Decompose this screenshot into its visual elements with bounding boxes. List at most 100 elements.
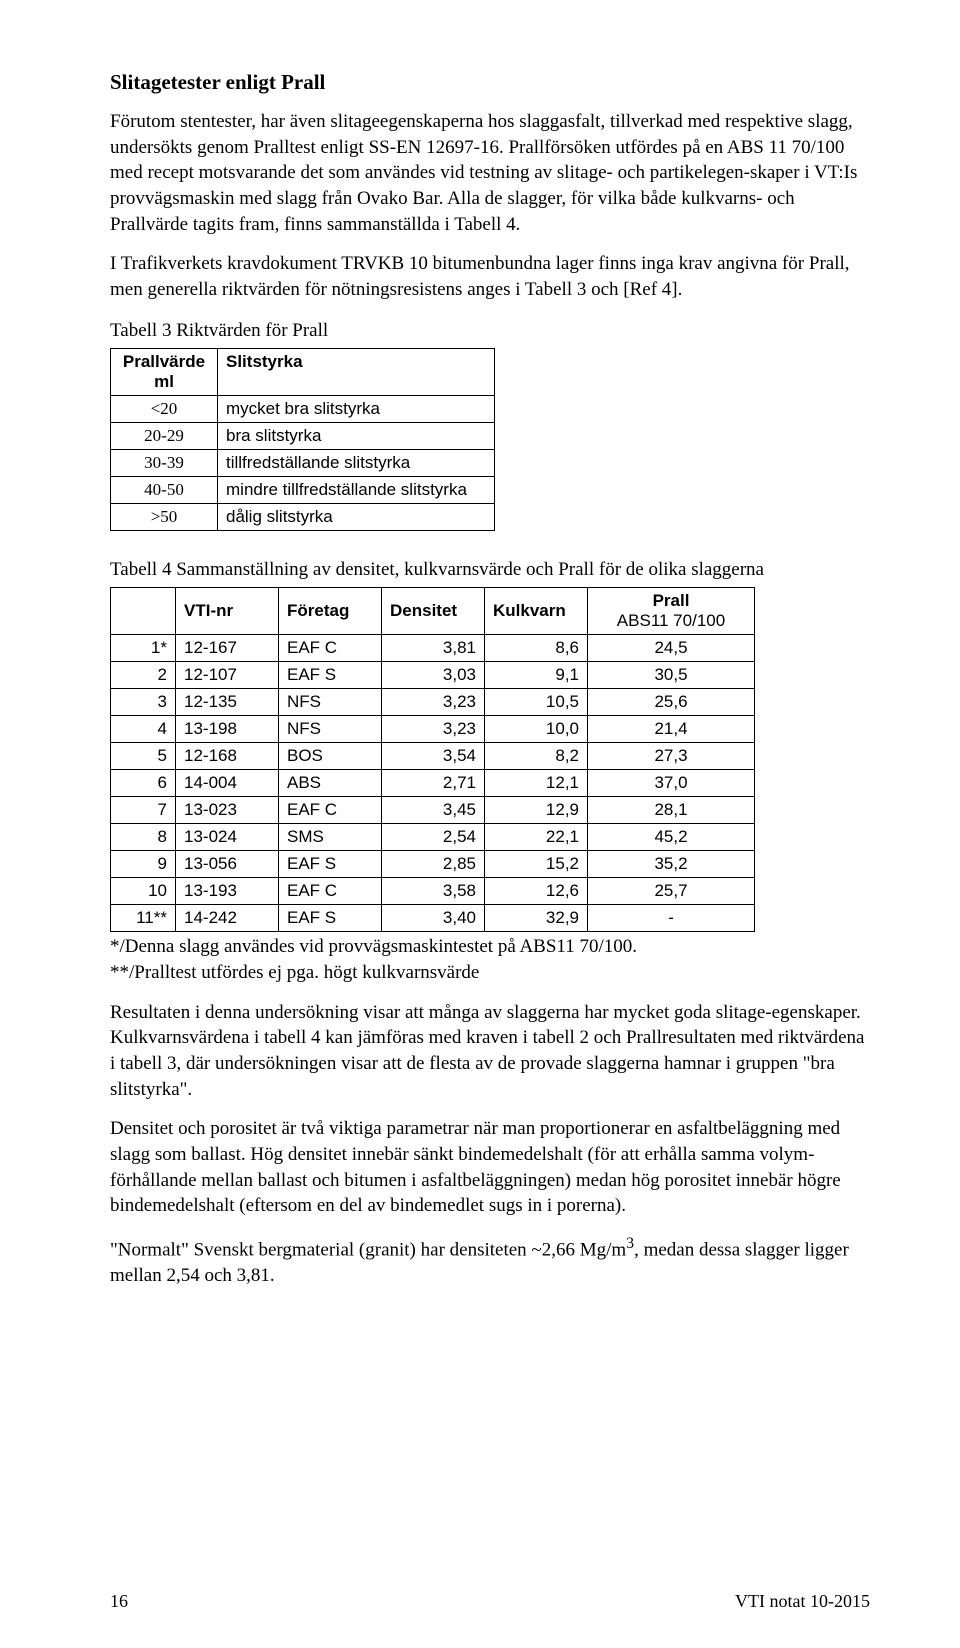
table-row: 7 13-023 EAF C 3,45 12,9 28,1 — [111, 797, 755, 824]
t4-idx: 11** — [111, 905, 176, 932]
page-number: 16 — [110, 1591, 128, 1612]
table-row: 5 12-168 BOS 3,54 8,2 27,3 — [111, 743, 755, 770]
t4-company: NFS — [279, 689, 382, 716]
t4-vti: 13-056 — [176, 851, 279, 878]
table4-head-blank — [111, 588, 176, 635]
t4-idx: 1* — [111, 635, 176, 662]
t4-vti: 12-107 — [176, 662, 279, 689]
t4-prall: 21,4 — [588, 716, 755, 743]
table4-head-company: Företag — [279, 588, 382, 635]
table4-head-prall: Prall ABS11 70/100 — [588, 588, 755, 635]
table4-head-density: Densitet — [382, 588, 485, 635]
t4-company: BOS — [279, 743, 382, 770]
para5-prefix: "Normalt" Svenskt bergmaterial (granit) … — [110, 1239, 626, 1260]
t4-density: 2,54 — [382, 824, 485, 851]
table-row: 2 12-107 EAF S 3,03 9,1 30,5 — [111, 662, 755, 689]
t4-prall: 35,2 — [588, 851, 755, 878]
t4-kulkvarn: 15,2 — [485, 851, 588, 878]
section-title: Slitagetester enligt Prall — [110, 70, 870, 95]
t4-company: EAF S — [279, 905, 382, 932]
table3-val: <20 — [111, 396, 218, 423]
table-row: 10 13-193 EAF C 3,58 12,6 25,7 — [111, 878, 755, 905]
t4-prall: 28,1 — [588, 797, 755, 824]
t4-idx: 8 — [111, 824, 176, 851]
t4-kulkvarn: 22,1 — [485, 824, 588, 851]
doc-id: VTI notat 10-2015 — [735, 1591, 870, 1612]
table3-head-prallvarde-l2: ml — [154, 372, 174, 391]
table4-head-vti: VTI-nr — [176, 588, 279, 635]
t4-prall: 37,0 — [588, 770, 755, 797]
t4-density: 2,85 — [382, 851, 485, 878]
t4-company: EAF C — [279, 635, 382, 662]
t4-density: 3,23 — [382, 716, 485, 743]
t4-prall: 27,3 — [588, 743, 755, 770]
table-row: 30-39 tillfredställande slitstyrka — [111, 450, 495, 477]
table3-head-slitstyrka: Slitstyrka — [218, 349, 495, 396]
t4-kulkvarn: 32,9 — [485, 905, 588, 932]
t4-kulkvarn: 10,0 — [485, 716, 588, 743]
table-row: 6 14-004 ABS 2,71 12,1 37,0 — [111, 770, 755, 797]
table-row: 20-29 bra slitstyrka — [111, 423, 495, 450]
t4-vti: 13-198 — [176, 716, 279, 743]
t4-company: ABS — [279, 770, 382, 797]
t4-vti: 14-004 — [176, 770, 279, 797]
table4-caption: Tabell 4 Sammanställning av densitet, ku… — [110, 559, 870, 581]
t4-vti: 13-193 — [176, 878, 279, 905]
t4-vti: 14-242 — [176, 905, 279, 932]
t4-kulkvarn: 8,6 — [485, 635, 588, 662]
paragraph-1: Förutom stentester, har även slitageegen… — [110, 109, 870, 237]
t4-vti: 12-168 — [176, 743, 279, 770]
page: Slitagetester enligt Prall Förutom stent… — [0, 0, 960, 1648]
t4-company: EAF S — [279, 851, 382, 878]
t4-density: 3,58 — [382, 878, 485, 905]
t4-density: 3,23 — [382, 689, 485, 716]
t4-vti: 13-024 — [176, 824, 279, 851]
table4-head-prall-l2: ABS11 70/100 — [617, 611, 725, 630]
paragraph-5: "Normalt" Svenskt bergmaterial (granit) … — [110, 1233, 870, 1289]
table3-header-row: Prallvärde ml Slitstyrka — [111, 349, 495, 396]
t4-kulkvarn: 9,1 — [485, 662, 588, 689]
table4-footnote-2: **/Pralltest utfördes ej pga. högt kulkv… — [110, 960, 870, 986]
paragraph-2: I Trafikverkets kravdokument TRVKB 10 bi… — [110, 251, 870, 302]
table3-label: mindre tillfredställande slitstyrka — [218, 477, 495, 504]
table3-val: 30-39 — [111, 450, 218, 477]
t4-density: 3,81 — [382, 635, 485, 662]
table-row: 8 13-024 SMS 2,54 22,1 45,2 — [111, 824, 755, 851]
table4-header-row: VTI-nr Företag Densitet Kulkvarn Prall A… — [111, 588, 755, 635]
t4-company: EAF S — [279, 662, 382, 689]
t4-kulkvarn: 12,9 — [485, 797, 588, 824]
t4-prall: 45,2 — [588, 824, 755, 851]
table3-label: dålig slitstyrka — [218, 504, 495, 531]
table3: Prallvärde ml Slitstyrka <20 mycket bra … — [110, 348, 495, 531]
t4-density: 3,03 — [382, 662, 485, 689]
paragraph-3: Resultaten i denna undersökning visar at… — [110, 1000, 870, 1103]
table-row: 3 12-135 NFS 3,23 10,5 25,6 — [111, 689, 755, 716]
t4-kulkvarn: 12,1 — [485, 770, 588, 797]
table-row: 11** 14-242 EAF S 3,40 32,9 - — [111, 905, 755, 932]
t4-prall: 24,5 — [588, 635, 755, 662]
paragraph-4: Densitet och porositet är två viktiga pa… — [110, 1116, 870, 1219]
t4-prall: - — [588, 905, 755, 932]
table4-head-prall-l1: Prall — [653, 591, 690, 610]
t4-density: 3,45 — [382, 797, 485, 824]
table4: VTI-nr Företag Densitet Kulkvarn Prall A… — [110, 587, 755, 932]
t4-kulkvarn: 8,2 — [485, 743, 588, 770]
table3-label: mycket bra slitstyrka — [218, 396, 495, 423]
t4-kulkvarn: 10,5 — [485, 689, 588, 716]
table-row: 40-50 mindre tillfredställande slitstyrk… — [111, 477, 495, 504]
table-row: 9 13-056 EAF S 2,85 15,2 35,2 — [111, 851, 755, 878]
table3-val: 20-29 — [111, 423, 218, 450]
t4-idx: 10 — [111, 878, 176, 905]
t4-idx: 6 — [111, 770, 176, 797]
t4-company: NFS — [279, 716, 382, 743]
table-row: 4 13-198 NFS 3,23 10,0 21,4 — [111, 716, 755, 743]
table3-head-prallvarde-l1: Prallvärde — [123, 352, 205, 371]
t4-prall: 25,6 — [588, 689, 755, 716]
table3-val: >50 — [111, 504, 218, 531]
t4-density: 3,54 — [382, 743, 485, 770]
table-row: <20 mycket bra slitstyrka — [111, 396, 495, 423]
t4-company: EAF C — [279, 797, 382, 824]
t4-density: 3,40 — [382, 905, 485, 932]
table3-label: bra slitstyrka — [218, 423, 495, 450]
table4-footnote-1: */Denna slagg användes vid provvägsmaski… — [110, 934, 870, 960]
